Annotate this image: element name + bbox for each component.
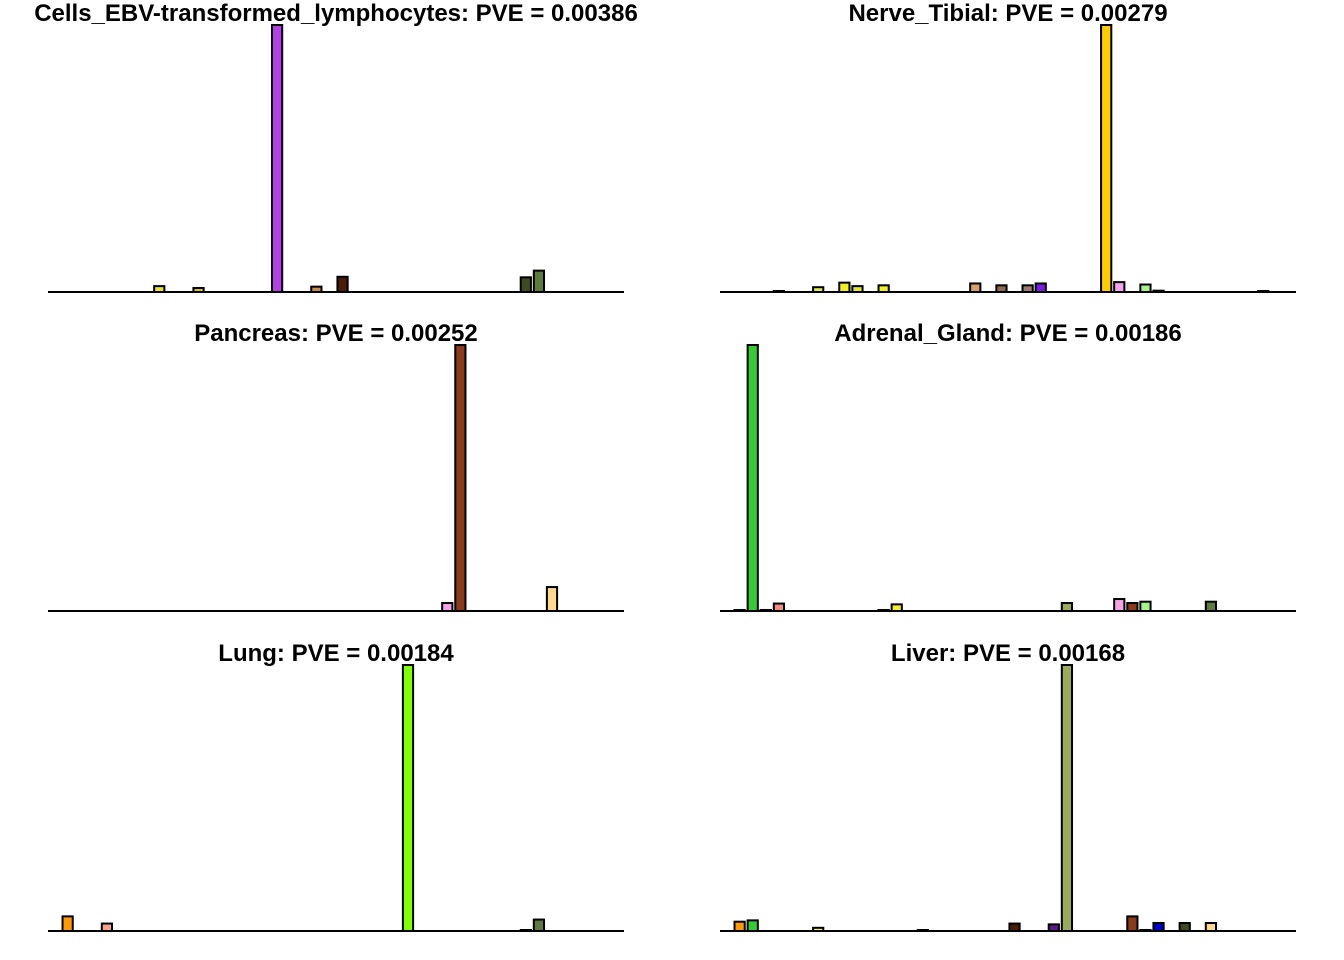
panel-title: Nerve_Tibial: PVE = 0.00279 [848, 0, 1167, 27]
bar [1060, 664, 1074, 932]
bar [772, 602, 786, 612]
bar [1060, 602, 1074, 613]
bar [1204, 600, 1218, 613]
bar [1113, 281, 1126, 293]
bar [746, 919, 759, 932]
bar [1178, 922, 1191, 933]
bar [995, 284, 1008, 294]
bar [336, 275, 349, 293]
bar [1126, 602, 1139, 613]
bar [270, 24, 284, 293]
panel-adrenal-gland: Adrenal_Gland: PVE = 0.00186 [720, 320, 1296, 613]
bar [519, 276, 532, 293]
panel-title: Cells_EBV-transformed_lymphocytes: PVE =… [34, 0, 638, 27]
bar [1008, 922, 1021, 932]
panel-ebv-lymphocytes: Cells_EBV-transformed_lymphocytes: PVE =… [34, 0, 638, 294]
bar [454, 344, 467, 612]
bar [838, 281, 851, 293]
bar [532, 269, 546, 294]
bar [61, 915, 74, 932]
panel-nerve-tibial: Nerve_Tibial: PVE = 0.00279 [720, 0, 1296, 294]
bar [1139, 283, 1152, 293]
bar-group [733, 344, 1218, 613]
panel-lung: Lung: PVE = 0.00184 [48, 640, 624, 932]
bar [1021, 284, 1034, 294]
bar [1113, 598, 1126, 613]
bar [545, 586, 559, 612]
panel-title: Lung: PVE = 0.00184 [218, 640, 454, 667]
bar [1126, 915, 1139, 932]
panel-title: Liver: PVE = 0.00168 [891, 640, 1125, 667]
bar [969, 282, 982, 293]
bar-group [61, 664, 546, 932]
panel-title: Adrenal_Gland: PVE = 0.00186 [834, 320, 1182, 347]
bar [532, 918, 546, 932]
bar [877, 284, 890, 294]
bar [100, 922, 114, 932]
bar [1204, 922, 1218, 933]
bar [1152, 922, 1165, 933]
panel-title: Pancreas: PVE = 0.00252 [194, 320, 478, 347]
panel-pancreas: Pancreas: PVE = 0.00252 [48, 320, 624, 613]
panel-liver: Liver: PVE = 0.00168 [720, 640, 1296, 933]
bar [746, 344, 759, 612]
bar [1139, 600, 1152, 613]
bar [1034, 282, 1047, 293]
bar [733, 920, 746, 933]
bar [401, 664, 415, 932]
bar-group [441, 344, 559, 613]
bar-group [772, 24, 1270, 294]
bar [1100, 24, 1113, 293]
bar-group [733, 664, 1218, 933]
bar [441, 602, 454, 613]
bar-group [153, 24, 546, 294]
